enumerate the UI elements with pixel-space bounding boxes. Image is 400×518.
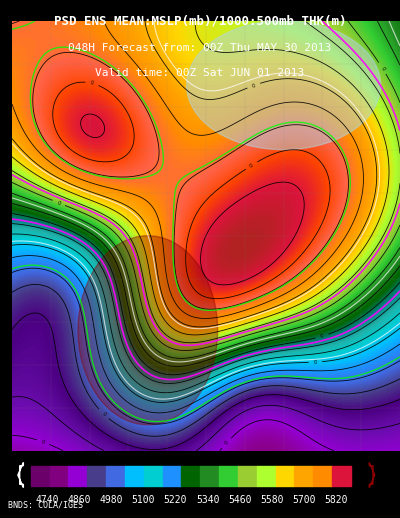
Text: 5340: 5340 xyxy=(196,495,219,505)
Text: 0: 0 xyxy=(320,333,324,339)
FancyArrow shape xyxy=(369,463,375,487)
Bar xyxy=(200,466,219,486)
Text: Valid time: 00Z Sat JUN 01 2013: Valid time: 00Z Sat JUN 01 2013 xyxy=(95,68,305,78)
Text: 0: 0 xyxy=(249,163,254,168)
Bar xyxy=(294,466,313,486)
FancyArrow shape xyxy=(18,463,23,487)
Bar xyxy=(162,466,181,486)
Bar xyxy=(332,466,351,486)
Bar xyxy=(257,466,276,486)
Polygon shape xyxy=(78,236,218,425)
Bar xyxy=(238,466,257,486)
Bar xyxy=(106,466,125,486)
Text: BNDS: COLA/IGES: BNDS: COLA/IGES xyxy=(8,500,83,510)
Bar xyxy=(181,466,200,486)
Bar xyxy=(50,466,68,486)
Bar xyxy=(276,466,294,486)
Text: 0: 0 xyxy=(90,80,94,86)
Text: 048H Forecast from: 00Z Thu MAY 30 2013: 048H Forecast from: 00Z Thu MAY 30 2013 xyxy=(68,43,332,53)
Text: 5220: 5220 xyxy=(164,495,187,505)
Polygon shape xyxy=(187,21,380,150)
Bar xyxy=(31,466,50,486)
Text: 0: 0 xyxy=(56,200,61,206)
Bar xyxy=(313,466,332,486)
Bar xyxy=(68,466,87,486)
Text: PSD ENS MEAN:MSLP(mb)/1000:500mb THK(m): PSD ENS MEAN:MSLP(mb)/1000:500mb THK(m) xyxy=(54,14,346,27)
Text: 0: 0 xyxy=(224,440,230,446)
Bar xyxy=(219,466,238,486)
Bar xyxy=(125,466,144,486)
Text: 4860: 4860 xyxy=(68,495,91,505)
Text: 5700: 5700 xyxy=(292,495,315,505)
Bar xyxy=(87,466,106,486)
Text: 5460: 5460 xyxy=(228,495,251,505)
Text: 0: 0 xyxy=(40,439,46,445)
Text: 5100: 5100 xyxy=(132,495,155,505)
Text: 4740: 4740 xyxy=(36,495,59,505)
Text: 0: 0 xyxy=(314,359,317,365)
Bar xyxy=(144,466,162,486)
Text: 5580: 5580 xyxy=(260,495,283,505)
Text: 0: 0 xyxy=(379,65,386,71)
Text: 4980: 4980 xyxy=(100,495,123,505)
Text: 0: 0 xyxy=(101,411,107,417)
Text: 0: 0 xyxy=(251,82,256,89)
Text: 5820: 5820 xyxy=(324,495,347,505)
